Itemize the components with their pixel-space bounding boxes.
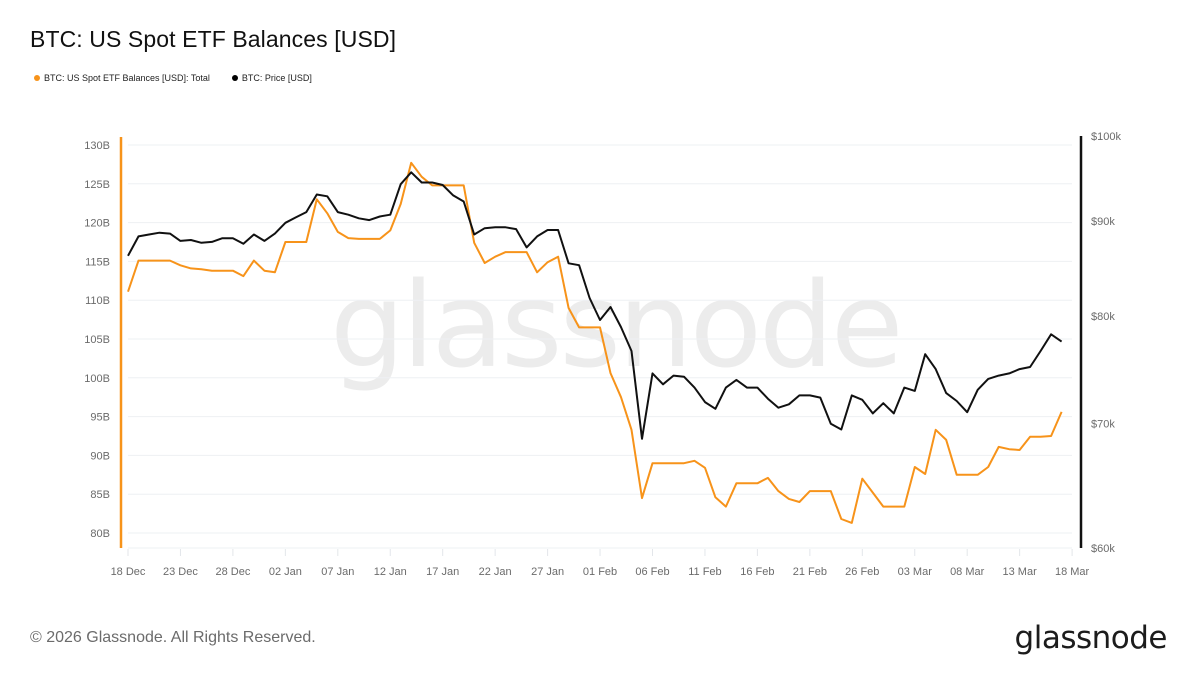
right-axis-tick-label: $90k bbox=[1091, 216, 1115, 228]
right-axis-tick-label: $80k bbox=[1091, 311, 1115, 323]
right-axis-tick-label: $60k bbox=[1091, 543, 1115, 555]
chart-title: BTC: US Spot ETF Balances [USD] bbox=[30, 26, 397, 52]
legend-item-etf-balances[interactable]: BTC: US Spot ETF Balances [USD]: Total bbox=[34, 73, 210, 83]
left-axis-tick-label: 125B bbox=[84, 179, 110, 191]
left-axis-tick-label: 115B bbox=[85, 256, 110, 268]
btc-price-series-line[interactable] bbox=[127, 171, 1063, 440]
x-axis-tick-label: 01 Feb bbox=[583, 566, 617, 578]
legend-item-price[interactable]: BTC: Price [USD] bbox=[231, 73, 312, 83]
legend-dot-orange-icon bbox=[34, 75, 40, 81]
legend: BTC: US Spot ETF Balances [USD]: Total B… bbox=[34, 73, 312, 83]
x-axis-tick-label: 16 Feb bbox=[740, 566, 774, 578]
x-axis-tick-label: 08 Mar bbox=[950, 566, 985, 578]
right-axis-tick-label: $70k bbox=[1091, 419, 1115, 431]
x-axis-tick-label: 11 Feb bbox=[688, 566, 721, 578]
right-axis-ticks: $60k $70k $80k $90k $100k bbox=[1091, 131, 1121, 555]
left-axis-ticks: 80B 85B 90B 95B 100B 105B 110B 115B 120B 125B 130B bbox=[84, 140, 110, 540]
x-axis-tick-label: 07 Jan bbox=[321, 566, 354, 578]
copyright-text: © 2026 Glassnode. All Rights Reserved. bbox=[30, 629, 316, 646]
x-axis-tick-label: 18 Mar bbox=[1055, 566, 1090, 578]
x-axis-tick-label: 13 Mar bbox=[1003, 566, 1038, 578]
x-axis-tick-label: 17 Jan bbox=[426, 566, 459, 578]
x-axis-tick-label: 06 Feb bbox=[635, 566, 669, 578]
etf-balance-series-line[interactable] bbox=[127, 161, 1063, 524]
x-axis-tick-label: 18 Dec bbox=[111, 566, 146, 578]
left-axis-tick-label: 130B bbox=[84, 140, 110, 152]
x-axis-tick-label: 02 Jan bbox=[269, 566, 302, 578]
left-axis-tick-label: 105B bbox=[84, 334, 110, 346]
x-axis-tick-label: 27 Jan bbox=[531, 566, 564, 578]
legend-label-etf-balances: BTC: US Spot ETF Balances [USD]: Total bbox=[44, 73, 210, 83]
watermark: glassnode bbox=[330, 256, 900, 394]
glassnode-logo: glassnode bbox=[1014, 620, 1168, 656]
x-axis-tick-label: 22 Jan bbox=[479, 566, 512, 578]
left-axis-tick-label: 85B bbox=[90, 489, 110, 501]
x-axis-tick-label: 23 Dec bbox=[163, 566, 198, 578]
left-axis-tick-label: 90B bbox=[90, 450, 110, 462]
right-axis-tick-label: $100k bbox=[1091, 131, 1121, 143]
x-axis-tick-label: 28 Dec bbox=[215, 566, 250, 578]
gridlines bbox=[128, 144, 1072, 534]
legend-label-price: BTC: Price [USD] bbox=[241, 73, 312, 83]
x-axis-tick-label: 03 Mar bbox=[898, 566, 933, 578]
left-axis-tick-label: 95B bbox=[90, 412, 110, 424]
left-axis-tick-label: 100B bbox=[84, 373, 110, 385]
x-axis-tick-label: 12 Jan bbox=[374, 566, 407, 578]
x-axis-tick-label: 26 Feb bbox=[845, 566, 879, 578]
left-axis-tick-label: 110B bbox=[85, 295, 110, 307]
legend-dot-black-icon bbox=[231, 75, 238, 81]
left-axis-tick-label: 80B bbox=[90, 528, 110, 540]
x-axis-tick-label: 21 Feb bbox=[793, 566, 827, 578]
left-axis-tick-label: 120B bbox=[84, 218, 110, 230]
x-axis-ticks: 18 Dec 23 Dec 28 Dec 02 Jan 07 Jan 12 Jan 17 J… bbox=[111, 547, 1090, 578]
